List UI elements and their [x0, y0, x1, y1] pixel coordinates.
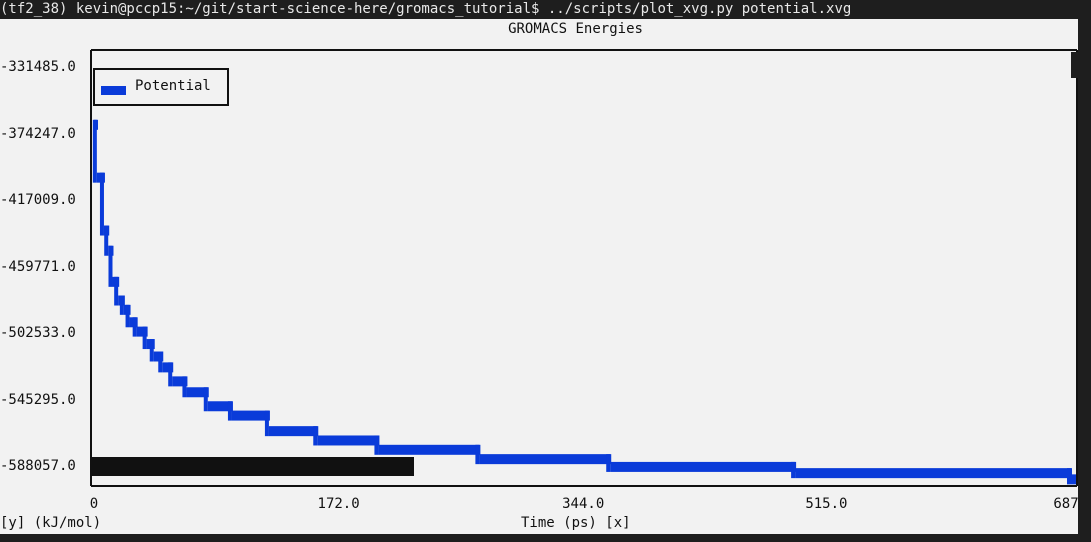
- chart-title: GROMACS Energies: [508, 21, 643, 37]
- series-potential-step: [149, 339, 154, 362]
- series-potential-step: [132, 317, 137, 337]
- series-potential-segment: [207, 401, 233, 412]
- series-potential-step: [168, 362, 173, 387]
- series-potential-step: [99, 172, 104, 236]
- scrollbar-thumb[interactable]: [1071, 52, 1079, 78]
- x-tick-label: 0: [89, 496, 99, 512]
- y-axis-label: [y] (kJ/mol): [0, 515, 102, 531]
- series-potential-segment: [317, 435, 380, 446]
- series-potential-segment: [172, 376, 188, 387]
- series-potential-step: [92, 119, 97, 183]
- y-tick-label: -459771.0: [0, 258, 76, 275]
- series-potential-step: [791, 461, 796, 479]
- series-potential-step: [114, 276, 119, 306]
- series-potential-segment: [231, 410, 270, 421]
- terminal-command-line: (tf2_38) kevin@pccp15:~/git/start-scienc…: [0, 0, 1091, 19]
- x-tick-label: 172.0: [317, 496, 360, 512]
- series-potential-segment: [479, 454, 612, 465]
- legend-label-potential: Potential: [135, 78, 211, 94]
- series-potential-step: [108, 245, 113, 287]
- series-potential-segment: [795, 468, 1072, 479]
- legend: Potential: [93, 68, 229, 106]
- terminal-right-frame: [1078, 19, 1091, 542]
- black-bar: [90, 457, 414, 476]
- series-potential-segment: [1071, 474, 1076, 485]
- x-tick-label: 515.0: [805, 496, 848, 512]
- x-axis-label: Time (ps) [x]: [521, 515, 631, 531]
- series-potential-step: [142, 326, 147, 350]
- y-tick-label: -331485.0: [0, 59, 76, 75]
- x-tick-label: 687: [1053, 496, 1079, 512]
- y-tick-label: -502533.0: [0, 325, 76, 341]
- series-potential-step: [182, 376, 187, 398]
- series-potential-segment: [136, 326, 148, 337]
- series-potential-segment: [162, 362, 174, 373]
- series-potential-step: [374, 435, 379, 455]
- series-potential-step: [475, 444, 480, 465]
- series-potential-segment: [186, 387, 209, 398]
- series-potential-segment: [610, 461, 797, 472]
- series-potential-step: [227, 401, 232, 421]
- series-potential-step: [313, 426, 318, 446]
- series-potential-step: [606, 454, 611, 472]
- terminal-bottom-frame: [0, 534, 1091, 542]
- series-potential-step: [158, 351, 163, 373]
- series-potential-step: [119, 295, 124, 315]
- y-tick-label: -588057.0: [0, 458, 76, 474]
- y-tick-label: -417009.0: [0, 192, 76, 208]
- series-potential-step: [1067, 468, 1071, 485]
- series-potential-step: [125, 304, 130, 328]
- series-potential-step: [104, 225, 109, 256]
- series-potential-segment: [378, 444, 481, 455]
- series-potential-step: [203, 387, 208, 412]
- series-potential-step: [264, 410, 269, 437]
- y-tick-label: -545295.0: [0, 391, 76, 408]
- y-tick-label: -374247.0: [0, 125, 76, 142]
- series-potential-segment: [268, 426, 319, 437]
- series-layer: [92, 119, 1076, 485]
- x-tick-label: 344.0: [562, 496, 605, 512]
- legend-swatch-potential: [101, 86, 126, 95]
